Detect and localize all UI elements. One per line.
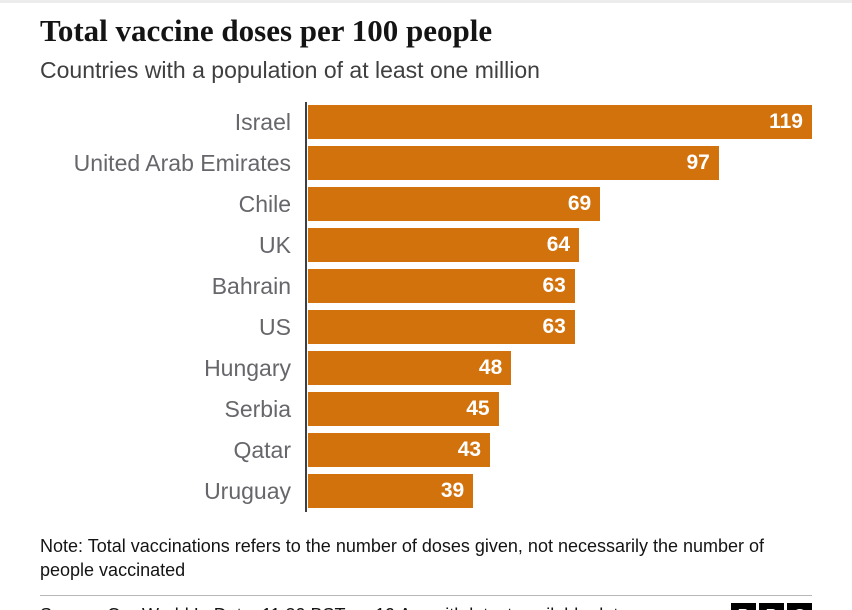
value-label: 43 <box>457 438 482 462</box>
bar-track: 43 <box>305 433 812 468</box>
category-label: United Arab Emirates <box>73 149 291 176</box>
chart-row: Uruguay 39 <box>40 471 812 512</box>
bar-track: 39 <box>305 474 812 509</box>
bar-track: 69 <box>305 187 812 222</box>
value-label: 64 <box>546 233 571 257</box>
footer: Source: Our World In Data, 11:30 BST on … <box>40 596 812 610</box>
bar: 39 <box>308 474 474 509</box>
bar: 97 <box>308 146 719 181</box>
bbc-logo-block: B <box>731 603 756 610</box>
chart-row: US 63 <box>40 307 812 348</box>
bar: 63 <box>308 269 575 304</box>
bar: 119 <box>308 105 812 140</box>
footer-divider <box>40 595 812 597</box>
chart-row: Bahrain 63 <box>40 266 812 307</box>
bar-track: 64 <box>305 228 812 263</box>
category-label: Israel <box>234 108 291 135</box>
bbc-logo-icon: B B C <box>731 603 812 610</box>
chart-title: Total vaccine doses per 100 people <box>40 13 493 48</box>
bar-track: 119 <box>305 105 812 140</box>
value-label: 63 <box>542 315 566 339</box>
chart-row: United Arab Emirates 97 <box>40 143 812 184</box>
value-label: 48 <box>478 356 503 380</box>
bbc-logo-block: B <box>759 603 784 610</box>
chart-row: UK 64 <box>40 225 812 266</box>
bbc-logo-block: C <box>787 603 812 610</box>
bar-track: 63 <box>305 310 812 345</box>
chart-row: Hungary 48 <box>40 348 812 389</box>
category-label: Bahrain <box>211 272 291 299</box>
bar-track: 48 <box>305 351 812 386</box>
chart-row: Serbia 45 <box>40 389 812 430</box>
category-label: Serbia <box>224 395 291 422</box>
bar: 69 <box>308 187 601 222</box>
chart-row: Chile 69 <box>40 184 812 225</box>
chart-subtitle: Countries with a population of at least … <box>40 56 540 83</box>
bar-track: 45 <box>305 392 812 427</box>
category-label: Qatar <box>233 436 291 463</box>
value-label: 63 <box>542 274 566 298</box>
bar: 48 <box>308 351 512 386</box>
value-label: 97 <box>686 151 710 175</box>
category-label: Chile <box>238 190 291 217</box>
category-label: US <box>259 313 291 340</box>
bar-chart: Israel 119 United Arab Emirates 97 Chile 69 UK… <box>40 101 812 512</box>
source-text: Source: Our World In Data, 11:30 BST on … <box>40 605 628 610</box>
chart-rows: Israel 119 United Arab Emirates 97 Chile 69 UK… <box>40 101 812 512</box>
category-label: Hungary <box>204 354 291 381</box>
category-label: UK <box>259 231 291 258</box>
chart-note: Note: Total vaccinations refers to the n… <box>40 535 765 580</box>
bar: 63 <box>308 310 575 345</box>
category-label: Uruguay <box>204 477 291 504</box>
value-label: 45 <box>466 397 490 421</box>
value-label: 69 <box>567 192 592 216</box>
bar: 64 <box>308 228 580 263</box>
chart-row: Israel 119 <box>40 102 812 143</box>
bar: 45 <box>308 392 499 427</box>
value-label: 39 <box>440 479 465 503</box>
value-label: 119 <box>769 110 803 134</box>
bar: 43 <box>308 433 491 468</box>
bar-track: 63 <box>305 269 812 304</box>
bar-track: 97 <box>305 146 812 181</box>
chart-row: Qatar 43 <box>40 430 812 471</box>
